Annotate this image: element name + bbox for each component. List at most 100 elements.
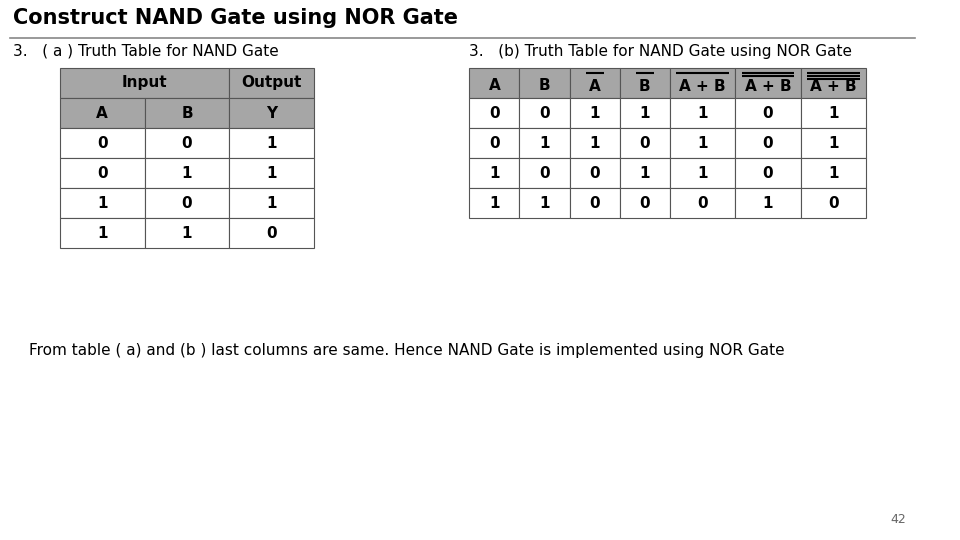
Bar xyxy=(670,158,735,188)
Bar xyxy=(469,98,519,128)
Bar xyxy=(229,128,314,158)
Bar xyxy=(145,128,229,158)
Bar xyxy=(229,218,314,248)
Text: 0: 0 xyxy=(540,165,550,180)
Bar xyxy=(60,188,145,218)
Text: 1: 1 xyxy=(540,195,550,211)
Bar xyxy=(519,188,569,218)
Text: 1: 1 xyxy=(181,165,192,180)
Text: Construct NAND Gate using NOR Gate: Construct NAND Gate using NOR Gate xyxy=(13,8,459,28)
Text: 0: 0 xyxy=(589,165,600,180)
Bar xyxy=(670,188,735,218)
Bar xyxy=(229,158,314,188)
Text: 1: 1 xyxy=(763,195,774,211)
Text: 1: 1 xyxy=(828,136,839,151)
Text: 1: 1 xyxy=(97,226,108,240)
Text: 0: 0 xyxy=(540,105,550,120)
Text: A + B: A + B xyxy=(680,79,726,94)
Bar xyxy=(145,98,229,128)
Text: 0: 0 xyxy=(97,165,108,180)
Text: 0: 0 xyxy=(763,136,774,151)
Text: 1: 1 xyxy=(540,136,550,151)
Text: B: B xyxy=(539,78,550,93)
Text: 0: 0 xyxy=(763,105,774,120)
Bar xyxy=(469,188,519,218)
Bar xyxy=(519,158,569,188)
Bar xyxy=(60,158,145,188)
Text: 0: 0 xyxy=(639,136,650,151)
Text: 1: 1 xyxy=(267,195,277,211)
Text: 0: 0 xyxy=(489,136,499,151)
Text: A: A xyxy=(96,105,108,120)
Bar xyxy=(735,128,801,158)
Text: 1: 1 xyxy=(267,136,277,151)
Bar xyxy=(801,188,866,218)
Bar xyxy=(145,218,229,248)
Bar xyxy=(60,68,229,98)
Text: 0: 0 xyxy=(697,195,708,211)
Bar xyxy=(801,128,866,158)
Bar xyxy=(735,68,801,98)
Bar xyxy=(801,68,866,98)
Text: 1: 1 xyxy=(97,195,108,211)
Text: 0: 0 xyxy=(489,105,499,120)
Text: A: A xyxy=(489,78,500,93)
Text: 1: 1 xyxy=(589,136,600,151)
Bar xyxy=(229,188,314,218)
Text: 1: 1 xyxy=(828,105,839,120)
Bar xyxy=(801,158,866,188)
Bar xyxy=(229,68,314,98)
Text: 1: 1 xyxy=(639,165,650,180)
Bar xyxy=(519,128,569,158)
Bar xyxy=(801,98,866,128)
Bar xyxy=(735,188,801,218)
Bar xyxy=(569,158,619,188)
Text: 0: 0 xyxy=(267,226,277,240)
Bar xyxy=(60,128,145,158)
Text: 1: 1 xyxy=(639,105,650,120)
Bar xyxy=(619,158,670,188)
Bar xyxy=(569,188,619,218)
Bar xyxy=(735,98,801,128)
Bar xyxy=(619,68,670,98)
Text: 42: 42 xyxy=(890,513,906,526)
Text: 0: 0 xyxy=(589,195,600,211)
Text: 1: 1 xyxy=(489,165,499,180)
Text: 1: 1 xyxy=(697,136,708,151)
Bar xyxy=(145,158,229,188)
Bar xyxy=(519,98,569,128)
Text: 1: 1 xyxy=(697,105,708,120)
Text: 0: 0 xyxy=(181,195,192,211)
Text: B: B xyxy=(181,105,193,120)
Bar xyxy=(469,128,519,158)
Bar xyxy=(569,128,619,158)
Text: A + B: A + B xyxy=(745,79,791,94)
Text: 1: 1 xyxy=(828,165,839,180)
Text: A: A xyxy=(588,79,600,94)
Text: 0: 0 xyxy=(639,195,650,211)
Bar xyxy=(670,98,735,128)
Text: A + B: A + B xyxy=(810,79,857,94)
Bar xyxy=(670,68,735,98)
Text: 1: 1 xyxy=(267,165,277,180)
Text: 3.   ( a ) Truth Table for NAND Gate: 3. ( a ) Truth Table for NAND Gate xyxy=(13,44,279,59)
Bar xyxy=(469,68,519,98)
Bar xyxy=(569,98,619,128)
Bar xyxy=(619,188,670,218)
Text: Input: Input xyxy=(122,76,167,91)
Bar xyxy=(619,128,670,158)
Bar xyxy=(670,128,735,158)
Text: 0: 0 xyxy=(97,136,108,151)
Bar xyxy=(735,158,801,188)
Bar xyxy=(60,218,145,248)
Text: 0: 0 xyxy=(181,136,192,151)
Text: Output: Output xyxy=(242,76,302,91)
Text: From table ( a) and (b ) last columns are same. Hence NAND Gate is implemented u: From table ( a) and (b ) last columns ar… xyxy=(29,342,784,357)
Text: B: B xyxy=(639,79,651,94)
Bar xyxy=(619,98,670,128)
Bar xyxy=(60,98,145,128)
Text: 3.   (b) Truth Table for NAND Gate using NOR Gate: 3. (b) Truth Table for NAND Gate using N… xyxy=(469,44,852,59)
Bar xyxy=(469,158,519,188)
Bar xyxy=(519,68,569,98)
Text: Y: Y xyxy=(266,105,277,120)
